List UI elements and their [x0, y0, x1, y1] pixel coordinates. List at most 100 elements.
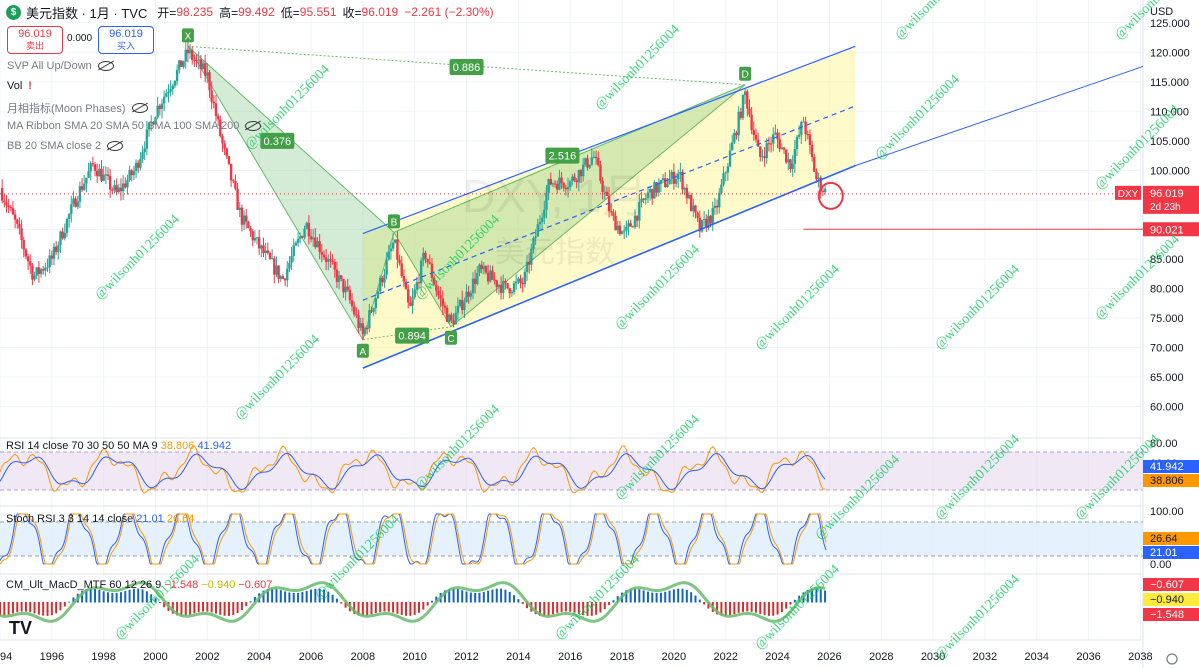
- candle-body: [111, 189, 114, 191]
- candle: [16, 218, 19, 229]
- time-tick-label: 2034: [1024, 651, 1048, 663]
- candle-body: [216, 116, 220, 120]
- time-tick-label: 2020: [662, 651, 686, 663]
- candle: [553, 180, 557, 188]
- hidden-eye-icon[interactable]: [131, 103, 148, 113]
- settings-gear-icon[interactable]: [1166, 653, 1178, 665]
- candle-body: [657, 184, 660, 193]
- indicator-svp[interactable]: SVP All Up/Down: [7, 60, 114, 72]
- macd-legend[interactable]: CM_Ult_MacD_MTF 60 12 26 9 −1.548 −0.940…: [6, 579, 272, 591]
- hidden-eye-icon[interactable]: [107, 141, 124, 151]
- candle-body: [590, 157, 594, 165]
- macd-histogram-bar: [245, 602, 248, 607]
- stoch-legend[interactable]: Stoch RSI 3 3 14 14 close 21.01 26.64: [6, 513, 194, 525]
- sell-label: 卖出: [25, 41, 44, 51]
- candle: [720, 179, 723, 195]
- candle-body: [208, 72, 211, 91]
- candle: [156, 96, 159, 120]
- candle: [698, 210, 701, 238]
- candle: [365, 324, 369, 335]
- candle-body: [661, 178, 665, 180]
- candle-body: [476, 272, 479, 285]
- macd-histogram-bar: [750, 602, 753, 612]
- macd-histogram-bar: [595, 602, 598, 615]
- indicator-moon[interactable]: 月相指标(Moon Phases): [7, 100, 148, 116]
- candle-body: [89, 163, 92, 172]
- time-tick-label: 2022: [713, 651, 737, 663]
- candle: [303, 225, 306, 240]
- candle: [316, 237, 319, 248]
- price-tick-label: 70.000: [1150, 342, 1184, 354]
- macd-histogram-bar: [102, 591, 105, 603]
- candle: [504, 278, 507, 290]
- candle-body: [456, 305, 460, 314]
- candle: [39, 267, 43, 278]
- candle: [545, 184, 548, 219]
- candle: [523, 268, 527, 288]
- candle-body: [376, 291, 380, 299]
- rsi-badge-value: 38.806: [1150, 475, 1184, 487]
- candle-body: [592, 156, 596, 158]
- candle: [782, 147, 786, 154]
- candle: [296, 232, 300, 247]
- candle: [517, 276, 520, 285]
- rsi-ma-badge-value: 41.942: [1150, 461, 1184, 473]
- candle: [597, 151, 600, 167]
- macd-histogram-bar: [517, 599, 520, 603]
- candle-body: [130, 170, 133, 176]
- candle-body: [767, 143, 771, 145]
- macd-histogram-bar: [223, 602, 226, 616]
- macd-histogram-bar: [176, 602, 179, 616]
- macd-histogram-bar: [232, 602, 235, 616]
- macd-value-1: −1.548: [164, 579, 199, 591]
- candle-body: [132, 171, 136, 176]
- candle-body: [290, 256, 293, 263]
- rsi-legend[interactable]: RSI 14 close 70 30 50 50 MA 9 38.806 41.…: [6, 440, 231, 452]
- candle: [767, 136, 771, 152]
- candle: [385, 252, 388, 280]
- tradingview-logo[interactable]: TV: [9, 618, 33, 638]
- candle: [294, 241, 298, 247]
- candle-body: [620, 231, 624, 235]
- candle-body: [683, 187, 686, 190]
- candle: [219, 115, 222, 138]
- candle: [661, 174, 665, 184]
- candle-body: [594, 156, 598, 159]
- candle-body: [627, 223, 630, 227]
- candle-body: [625, 226, 628, 231]
- indicator-vol[interactable]: Vol!: [7, 80, 32, 92]
- macd-histogram-bar: [659, 592, 662, 603]
- candle: [167, 84, 170, 103]
- macd-histogram-bar: [754, 602, 757, 613]
- macd-histogram-bar: [677, 588, 680, 603]
- symbol-title[interactable]: 美元指数 · 1月 · TVC: [26, 5, 148, 21]
- candle-body: [318, 241, 321, 253]
- hidden-eye-icon[interactable]: [97, 61, 114, 71]
- candle: [5, 195, 8, 213]
- candle-body: [484, 266, 488, 273]
- warning-icon[interactable]: !: [28, 80, 32, 92]
- candle-body: [735, 132, 738, 136]
- harmonic-ratio: 0.376: [264, 136, 292, 148]
- candle-body: [616, 225, 619, 231]
- hidden-eye-icon[interactable]: [245, 121, 262, 131]
- indicator-ma-ribbon[interactable]: MA Ribbon SMA 20 SMA 50 SMA 100 SMA 200: [7, 120, 262, 132]
- candle: [76, 195, 79, 210]
- buy-button[interactable]: 96.019 买入: [98, 26, 154, 54]
- macd-histogram-bar: [236, 602, 239, 614]
- candle: [63, 223, 66, 241]
- candle: [214, 95, 218, 122]
- indicator-bb[interactable]: BB 20 SMA close 2: [7, 140, 124, 152]
- time-tick-label: 2028: [869, 651, 893, 663]
- macd-histogram-bar: [737, 602, 740, 613]
- rsi-title: RSI 14 close 70 30 50 50 MA 9: [6, 440, 158, 452]
- candle: [132, 165, 136, 180]
- rsi-line: [0, 445, 826, 494]
- sell-button[interactable]: 96.019 卖出: [7, 26, 63, 54]
- candle: [31, 263, 34, 285]
- macd-histogram-bar: [430, 600, 433, 603]
- symbol-header[interactable]: $ 美元指数 · 1月 · TVC 开= 98.235 高= 99.492 低= 95…: [6, 3, 500, 21]
- candle: [41, 265, 45, 275]
- price-tick-label: 105.000: [1150, 136, 1190, 148]
